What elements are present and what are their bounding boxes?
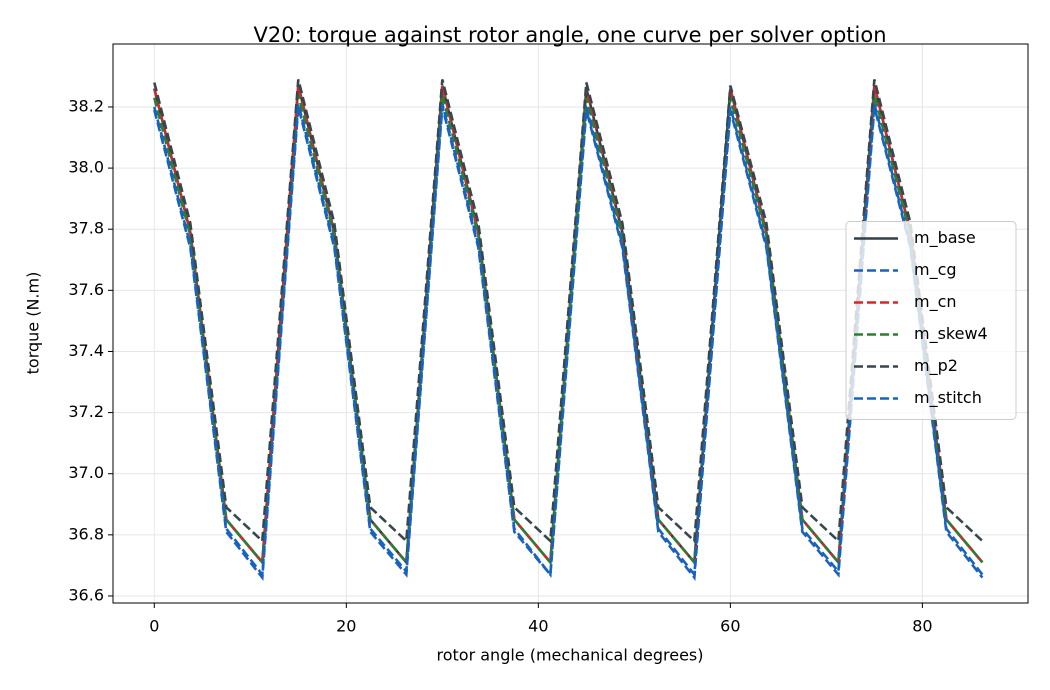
x-tick-label: 60 — [720, 617, 740, 636]
legend: m_base m_cg m_cn m_skew4 m_p2 m_stitch — [845, 221, 1017, 420]
y-tick-label: 37.0 — [68, 463, 104, 482]
y-tick-label: 36.6 — [68, 585, 104, 604]
x-tick-label: 0 — [149, 617, 159, 636]
y-tick-label: 37.2 — [68, 402, 104, 421]
x-axis-label: rotor angle (mechanical degrees) — [437, 646, 704, 665]
chart-title: V20: torque against rotor angle, one cur… — [253, 23, 886, 47]
y-tick-label: 37.4 — [68, 341, 104, 360]
legend-label: m_cg — [914, 260, 957, 280]
legend-label: m_skew4 — [914, 324, 988, 344]
legend-label: m_p2 — [914, 356, 958, 376]
legend-label: m_base — [914, 228, 976, 248]
legend-label: m_cn — [914, 292, 957, 312]
legend-label: m_stitch — [914, 388, 982, 408]
y-tick-label: 36.8 — [68, 524, 104, 543]
y-axis-label: torque (N.m) — [24, 272, 43, 375]
series-line — [153, 79, 984, 544]
x-tick-label: 40 — [528, 617, 548, 636]
series-line — [153, 103, 984, 579]
y-tick-label: 37.8 — [68, 219, 104, 238]
y-tick-label: 37.6 — [68, 280, 104, 299]
y-tick-label: 38.2 — [68, 96, 104, 115]
x-tick-label: 80 — [912, 617, 932, 636]
y-tick-label: 38.0 — [68, 158, 104, 177]
x-tick-label: 20 — [336, 617, 356, 636]
plot-frame — [112, 43, 1029, 604]
